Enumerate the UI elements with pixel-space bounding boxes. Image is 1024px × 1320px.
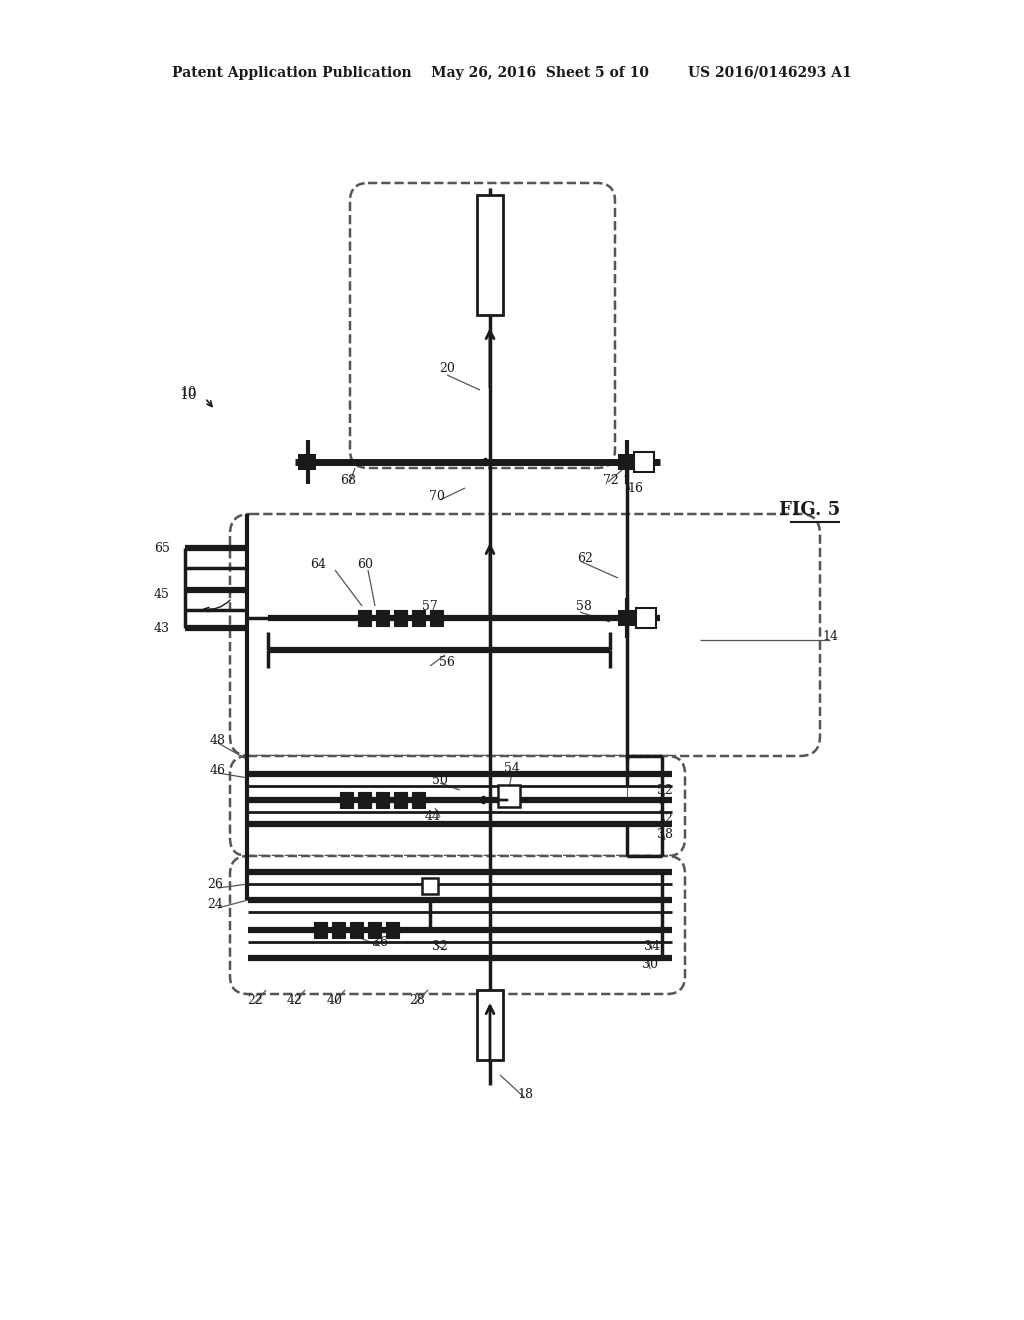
Text: 26: 26 [207,879,223,891]
Bar [332,921,345,939]
Bar [618,454,636,470]
Text: 62: 62 [578,552,593,565]
Text: 45: 45 [154,587,170,601]
Bar [394,792,407,808]
Text: 43: 43 [154,622,170,635]
Text: 28: 28 [409,994,425,1006]
Text: 14: 14 [822,630,838,643]
Bar [368,921,381,939]
Text: 52: 52 [657,784,673,796]
Bar [340,792,353,808]
Bar [618,610,636,626]
Text: 65: 65 [154,541,170,554]
Text: 10: 10 [180,387,196,400]
Text: 10: 10 [179,388,197,403]
Bar [376,610,389,626]
Bar [394,610,407,626]
Text: 18: 18 [517,1089,534,1101]
FancyBboxPatch shape [230,855,685,994]
Text: 46: 46 [210,763,226,776]
Bar [358,610,371,626]
Text: 48: 48 [210,734,226,747]
Text: 56: 56 [439,656,455,668]
Text: 57: 57 [422,601,438,614]
Text: 40: 40 [327,994,343,1006]
Bar [314,921,327,939]
Bar [386,921,399,939]
Text: 34: 34 [644,940,660,953]
Bar [358,610,371,626]
Text: 58: 58 [577,601,592,614]
Bar [477,990,503,1060]
Bar [298,454,316,470]
Bar [394,610,407,626]
Text: FIG. 5: FIG. 5 [779,502,841,519]
FancyBboxPatch shape [230,756,685,855]
Bar [477,195,503,315]
Text: 12: 12 [657,812,673,825]
Bar [386,921,399,939]
Bar [430,610,443,626]
Bar [412,792,425,808]
Bar [376,792,389,808]
Text: 60: 60 [357,558,373,572]
Text: 24: 24 [207,899,223,912]
Bar [422,878,438,894]
Bar [394,792,407,808]
Bar [358,792,371,808]
Bar [634,451,654,473]
Text: 70: 70 [429,491,445,503]
Bar [350,921,362,939]
Bar [412,792,425,808]
Text: 64: 64 [310,557,326,570]
Text: 72: 72 [603,474,618,487]
FancyBboxPatch shape [230,513,820,756]
Text: 38: 38 [657,829,673,842]
Bar [340,792,353,808]
Bar [376,792,389,808]
Bar [350,921,362,939]
Text: 44: 44 [425,810,441,824]
Bar [636,609,656,628]
Text: 22: 22 [247,994,263,1006]
Text: 68: 68 [340,474,356,487]
Bar [332,921,345,939]
Bar [358,792,371,808]
Bar [412,610,425,626]
Text: 36: 36 [372,936,388,949]
Text: 30: 30 [642,958,658,972]
Text: 54: 54 [504,762,520,775]
Bar [376,610,389,626]
Bar [412,610,425,626]
Bar [430,610,443,626]
Bar [498,785,520,807]
Text: 50: 50 [432,774,447,787]
Text: 16: 16 [627,482,643,495]
Text: 32: 32 [432,940,447,953]
Bar [368,921,381,939]
Text: Patent Application Publication    May 26, 2016  Sheet 5 of 10        US 2016/014: Patent Application Publication May 26, 2… [172,66,852,81]
Bar [314,921,327,939]
Bar [477,195,503,315]
Text: 20: 20 [439,362,455,375]
FancyBboxPatch shape [350,183,615,469]
Text: 42: 42 [287,994,303,1006]
